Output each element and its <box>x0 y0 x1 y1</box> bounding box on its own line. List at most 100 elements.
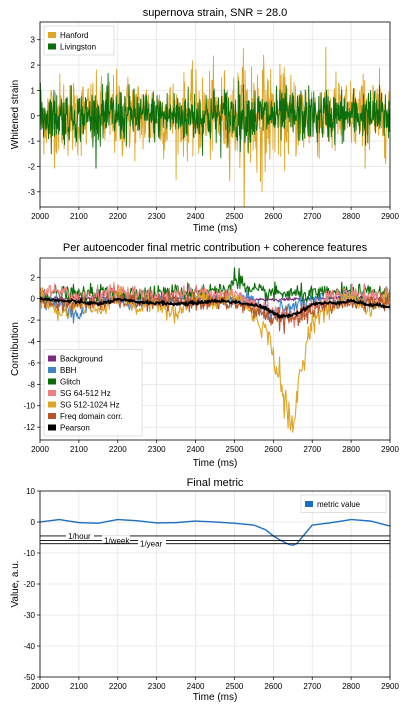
y-tick-label: 1 <box>31 86 36 95</box>
legend-box <box>43 349 143 437</box>
plot-frame <box>39 21 391 208</box>
threshold-label-bg <box>66 530 94 540</box>
legend-box <box>43 25 115 56</box>
x-tick-label: 2600 <box>264 445 282 454</box>
x-axis-label: Time (ms) <box>193 692 238 703</box>
x-tick-label: 2300 <box>148 212 166 221</box>
chart-title: Final metric <box>187 477 244 489</box>
y-tick-label: 0 <box>31 518 36 527</box>
x-tick-label: 2400 <box>187 212 205 221</box>
x-tick-label: 2000 <box>31 682 49 691</box>
threshold-label-bg <box>138 538 166 548</box>
y-tick-label: -1 <box>28 137 36 146</box>
series-line-metric-value <box>40 518 390 546</box>
plot-area <box>40 267 390 433</box>
y-tick-label: -20 <box>23 580 35 589</box>
plot-area <box>40 518 390 546</box>
x-tick-label: 2500 <box>226 212 244 221</box>
legend: Background BBH Glitch SG 64-512 Hz SG 512-10… <box>43 349 143 437</box>
legend-swatch <box>48 401 56 408</box>
legend-label: Hanford <box>60 31 88 40</box>
legend-label: Glitch <box>60 378 80 387</box>
y-axis-label: Whitened strain <box>10 80 21 149</box>
legend-swatch <box>48 424 56 431</box>
x-tick-label: 2400 <box>187 445 205 454</box>
y-tick-label: 2 <box>31 273 36 282</box>
plot-area <box>40 46 390 207</box>
chart-title: supernova strain, SNR = 28.0 <box>143 7 288 19</box>
y-tick-label: -30 <box>23 611 35 620</box>
legend-swatch <box>305 501 313 507</box>
x-tick-label: 2200 <box>109 682 127 691</box>
y-axis-label: Contribution <box>10 322 21 376</box>
x-tick-label: 2500 <box>226 445 244 454</box>
y-tick-label: 0 <box>31 112 36 121</box>
chart-title: Per autoencoder final metric contributio… <box>63 242 368 254</box>
legend-swatch <box>48 413 56 419</box>
legend-label: Pearson <box>60 424 90 433</box>
legend-swatch <box>48 355 56 362</box>
x-tick-label: 2000 <box>31 445 49 454</box>
threshold-label-bg <box>102 535 130 545</box>
x-tick-label: 2100 <box>70 212 88 221</box>
y-axis-label: Value, a.u. <box>10 560 21 607</box>
x-tick-label: 2100 <box>70 682 88 691</box>
y-tick-label: 10 <box>26 487 35 496</box>
plot-frame <box>39 257 391 441</box>
y-tick-label: -2 <box>28 316 36 325</box>
y-tick-label: -10 <box>23 549 35 558</box>
x-axis-label: Time (ms) <box>193 223 238 234</box>
threshold-label: 1/week <box>104 537 130 546</box>
legend: metric value <box>300 494 387 513</box>
x-tick-label: 2700 <box>303 445 321 454</box>
legend-swatch <box>48 378 56 385</box>
x-tick-label: 2800 <box>342 682 360 691</box>
y-tick-label: -12 <box>23 423 35 432</box>
legend-swatch <box>48 32 56 38</box>
legend-label: Livingston <box>60 43 96 52</box>
y-tick-label: 2 <box>31 61 36 70</box>
series-line-livingston <box>40 73 390 169</box>
x-tick-label: 2700 <box>303 682 321 691</box>
series-line-pearson <box>40 296 390 319</box>
x-tick-label: 2800 <box>342 212 360 221</box>
legend-swatch <box>48 390 56 396</box>
x-tick-label: 2200 <box>109 445 127 454</box>
legend-label: Background <box>60 355 103 364</box>
x-tick-label: 2600 <box>264 682 282 691</box>
x-tick-label: 2300 <box>148 445 166 454</box>
x-tick-label: 2300 <box>148 682 166 691</box>
legend: Hanford Livingston <box>43 25 115 56</box>
y-tick-label: 0 <box>31 295 36 304</box>
y-tick-label: -50 <box>23 673 35 682</box>
y-tick-label: -8 <box>28 380 36 389</box>
y-tick-label: -40 <box>23 642 35 651</box>
y-tick-label: -6 <box>28 359 36 368</box>
x-tick-label: 2700 <box>303 212 321 221</box>
legend-label: SG 512-1024 Hz <box>60 401 120 410</box>
x-tick-label: 2900 <box>381 212 399 221</box>
strain-panel: supernova strain, SNR = 28.0 2000 2100 2200… <box>10 7 399 234</box>
y-tick-label: 3 <box>31 36 36 45</box>
legend-label: SG 64-512 Hz <box>60 389 111 398</box>
x-tick-label: 2600 <box>264 212 282 221</box>
x-axis-label: Time (ms) <box>193 458 238 469</box>
legend-label: BBH <box>60 366 77 375</box>
x-tick-label: 2500 <box>226 682 244 691</box>
legend-label: Freq domain corr. <box>60 412 123 421</box>
y-tick-label: -4 <box>28 338 36 347</box>
x-tick-label: 2900 <box>381 682 399 691</box>
y-tick-label: -2 <box>28 162 36 171</box>
threshold-label: 1/hour <box>68 532 91 541</box>
legend-swatch <box>48 367 56 373</box>
x-tick-label: 2900 <box>381 445 399 454</box>
contribution-panel: Per autoencoder final metric contributio… <box>10 242 399 469</box>
x-tick-label: 2800 <box>342 445 360 454</box>
y-tick-label: -3 <box>28 188 36 197</box>
legend-label: metric value <box>317 500 361 509</box>
x-tick-label: 2000 <box>31 212 49 221</box>
legend-box <box>300 494 387 513</box>
threshold-label: 1/year <box>140 540 163 549</box>
x-tick-label: 2100 <box>70 445 88 454</box>
